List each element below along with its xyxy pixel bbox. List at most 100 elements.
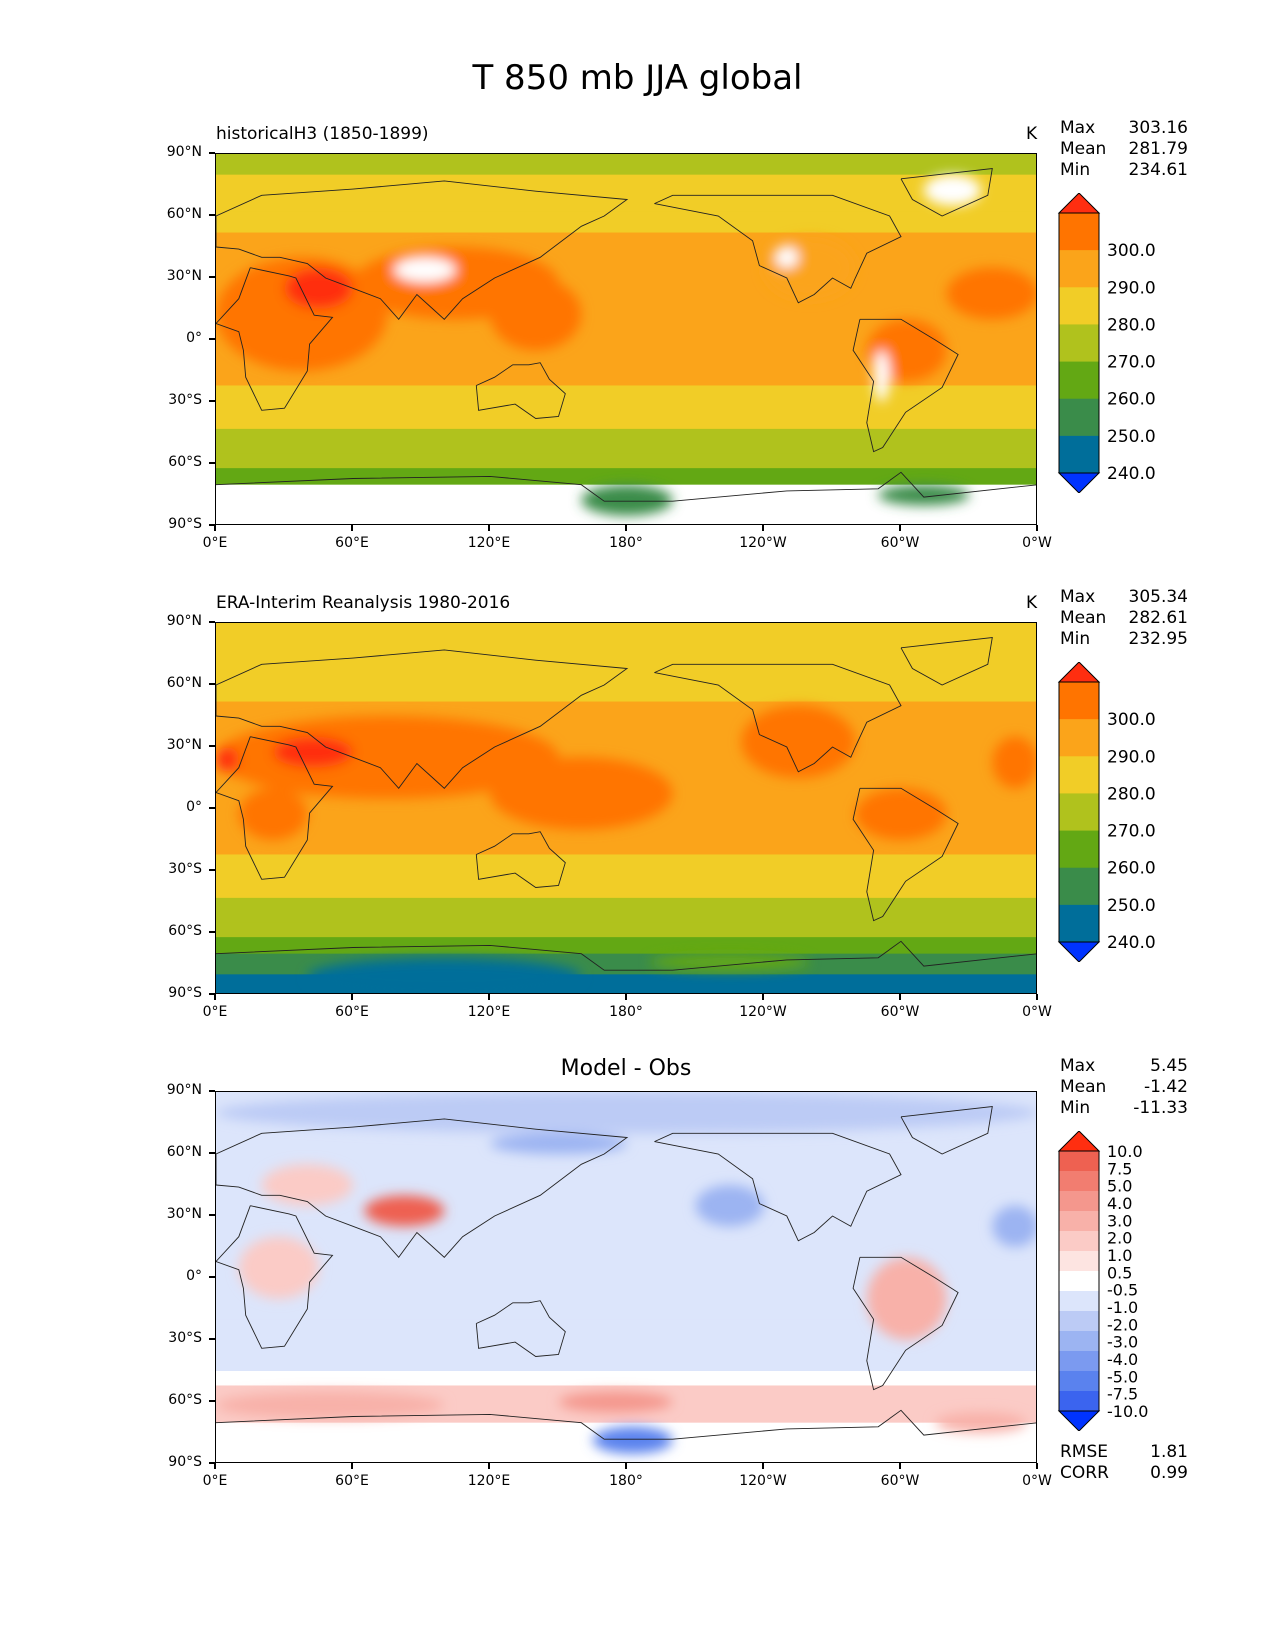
x-tick-label: 120°E bbox=[467, 1004, 511, 1020]
x-tick-mark bbox=[762, 994, 764, 1000]
region-e-atlantic bbox=[992, 736, 1036, 789]
panel2-min-value: 232.95 bbox=[1128, 629, 1188, 649]
colorbar-tick-label: 270.0 bbox=[1107, 353, 1156, 373]
colorbar-tick-label: 280.0 bbox=[1107, 784, 1156, 804]
x-tick-label: 0°W bbox=[1022, 535, 1052, 551]
y-tick-label: 0° bbox=[186, 1268, 202, 1284]
coastline-5 bbox=[900, 1105, 993, 1155]
x-tick-label: 0°E bbox=[202, 1473, 228, 1489]
region-e-antarctica-cold bbox=[307, 957, 582, 993]
zonal-band-5 bbox=[216, 854, 1036, 899]
colorbar-segment bbox=[1059, 1271, 1099, 1292]
x-tick-mark bbox=[488, 1463, 490, 1469]
panel1-stats: Max 303.16 Mean 281.79 Min 234.61 bbox=[1060, 118, 1188, 181]
y-tick-mark bbox=[209, 338, 215, 340]
coastline-1 bbox=[216, 1118, 629, 1259]
colorbar-segment bbox=[1059, 1191, 1099, 1212]
zonal-band-8 bbox=[216, 453, 1036, 469]
x-tick-label: 0°E bbox=[202, 1004, 228, 1020]
colorbar-segment bbox=[1059, 830, 1099, 869]
panel3-mean-label: Mean bbox=[1060, 1077, 1107, 1097]
region-e-atlantic bbox=[946, 267, 1036, 320]
x-tick-mark bbox=[625, 994, 627, 1000]
coastline-6 bbox=[216, 940, 1036, 971]
x-tick-mark bbox=[625, 1463, 627, 1469]
panel2-map bbox=[215, 622, 1037, 994]
x-tick-mark bbox=[1036, 525, 1038, 531]
y-tick-mark bbox=[209, 524, 215, 526]
panel1-min-value: 234.61 bbox=[1128, 160, 1188, 180]
x-tick-mark bbox=[351, 994, 353, 1000]
colorbar-extend-bottom bbox=[1057, 1410, 1101, 1431]
region-sw-pacific-warm bbox=[558, 1391, 673, 1413]
colorbar-outline bbox=[1058, 1150, 1100, 1412]
x-tick-mark bbox=[488, 525, 490, 531]
colorbar-tick-label: 290.0 bbox=[1107, 747, 1156, 767]
panel1-max-value: 303.16 bbox=[1128, 118, 1188, 138]
panel3-corr-label: CORR bbox=[1060, 1463, 1109, 1483]
map-field bbox=[216, 154, 1036, 524]
colorbar-tick-label: 2.0 bbox=[1107, 1229, 1132, 1248]
zonal-band-6 bbox=[216, 897, 1036, 924]
x-tick-label: 60°W bbox=[880, 1004, 920, 1020]
region-antarctic-coast-warm bbox=[935, 1412, 1027, 1433]
zonal-band-4 bbox=[216, 1371, 1036, 1386]
panel2-max-value: 305.34 bbox=[1128, 587, 1188, 607]
colorbar-segment bbox=[1059, 435, 1099, 474]
colorbar-tick-label: -1.0 bbox=[1107, 1298, 1138, 1317]
x-tick-mark bbox=[1036, 994, 1038, 1000]
x-tick-label: 120°W bbox=[739, 1004, 787, 1020]
region-africa bbox=[238, 788, 308, 840]
y-tick-label: 90°N bbox=[166, 144, 202, 160]
colorbar-segment bbox=[1059, 719, 1099, 757]
y-tick-mark bbox=[209, 1276, 215, 1278]
x-tick-mark bbox=[899, 525, 901, 531]
zonal-band-9 bbox=[216, 468, 1036, 486]
y-tick-label: 90°S bbox=[168, 516, 202, 532]
x-tick-mark bbox=[899, 994, 901, 1000]
colorbar-segment bbox=[1059, 1231, 1099, 1252]
colorbar-tick-label: 3.0 bbox=[1107, 1211, 1132, 1230]
x-tick-label: 120°W bbox=[739, 1473, 787, 1489]
panel1-units: K bbox=[1026, 124, 1038, 144]
y-tick-mark bbox=[209, 931, 215, 933]
x-tick-label: 120°E bbox=[467, 535, 511, 551]
y-tick-mark bbox=[209, 462, 215, 464]
y-tick-label: 60°S bbox=[168, 454, 202, 470]
coastline-2 bbox=[475, 1300, 566, 1357]
colorbar-segment bbox=[1059, 867, 1099, 906]
y-tick-mark bbox=[209, 152, 215, 154]
colorbar-tick-label: 300.0 bbox=[1107, 241, 1156, 261]
x-tick-mark bbox=[899, 1463, 901, 1469]
x-tick-mark bbox=[762, 1463, 764, 1469]
colorbar-tick-label: 270.0 bbox=[1107, 822, 1156, 842]
coastline-2 bbox=[475, 831, 566, 888]
region-pacific-warm-tongue bbox=[490, 757, 673, 830]
region-antarctic-shelf bbox=[649, 953, 810, 971]
coastline-0 bbox=[216, 1205, 334, 1349]
panel1-max-label: Max bbox=[1060, 118, 1096, 138]
colorbar-tick-label: -3.0 bbox=[1107, 1333, 1138, 1352]
coastline-3 bbox=[654, 1132, 902, 1242]
coastline-5 bbox=[900, 167, 993, 217]
panel3-min-value: -11.33 bbox=[1133, 1098, 1188, 1118]
region-ne-pacific-cold bbox=[695, 1185, 764, 1227]
zonal-band-1 bbox=[216, 685, 1036, 703]
colorbar-tick-label: -5.0 bbox=[1107, 1367, 1138, 1386]
colorbar-tick-label: 1.0 bbox=[1107, 1246, 1132, 1265]
colorbar-segment bbox=[1059, 250, 1099, 288]
x-tick-mark bbox=[488, 994, 490, 1000]
y-tick-mark bbox=[209, 276, 215, 278]
panel1-min-label: Min bbox=[1060, 160, 1091, 180]
y-tick-mark bbox=[209, 1462, 215, 1464]
zonal-band-7 bbox=[216, 922, 1036, 938]
colorbar-segment bbox=[1059, 1391, 1099, 1412]
y-tick-label: 90°N bbox=[166, 1082, 202, 1098]
x-tick-mark bbox=[762, 525, 764, 531]
colorbar-tick-label: 0.5 bbox=[1107, 1263, 1132, 1282]
zonal-band-0 bbox=[216, 154, 1036, 176]
y-tick-mark bbox=[209, 621, 215, 623]
x-tick-label: 0°W bbox=[1022, 1004, 1052, 1020]
region-himalaya-warm bbox=[364, 1195, 445, 1227]
region-ross-sea-cold bbox=[592, 1426, 673, 1454]
